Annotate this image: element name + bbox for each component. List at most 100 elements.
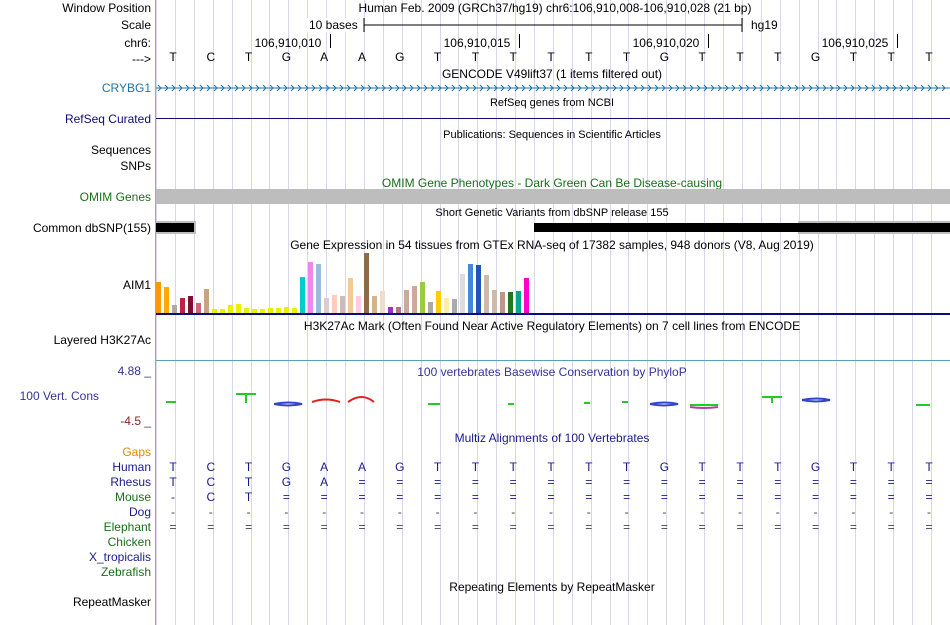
ruler-tick-label: 106,910,025 <box>821 36 889 50</box>
refseq-gene-line[interactable] <box>156 118 950 119</box>
gtex-tissue-bar[interactable] <box>292 308 297 313</box>
gtex-tissue-bar[interactable] <box>196 303 201 313</box>
gtex-expression-chart[interactable] <box>156 253 536 313</box>
assembly-position: Human Feb. 2009 (GRCh37/hg19) chr6:106,9… <box>358 1 752 15</box>
gtex-tissue-bar[interactable] <box>428 302 433 313</box>
gtex-tissue-bar[interactable] <box>244 308 249 313</box>
strand-chevron <box>864 84 869 92</box>
gtex-tissue-bar[interactable] <box>332 295 337 313</box>
alignment-base: = <box>660 490 668 504</box>
gtex-tissue-bar[interactable] <box>340 296 345 313</box>
gtex-tissue-bar[interactable] <box>364 253 369 313</box>
strand-chevron <box>353 84 358 92</box>
gtex-tissue-bar[interactable] <box>388 307 393 313</box>
dbsnp-variant[interactable] <box>156 223 194 232</box>
gtex-tissue-bar[interactable] <box>172 305 177 313</box>
strand-chevron <box>885 84 890 92</box>
phylop-max-label: 4.88 _ <box>117 364 151 378</box>
species-label[interactable]: X_tropicalis <box>88 550 151 564</box>
species-label[interactable]: Chicken <box>107 535 151 549</box>
gtex-tissue-bar[interactable] <box>276 308 281 313</box>
phylop-conservation-graph[interactable] <box>156 390 950 414</box>
gtex-tissue-bar[interactable] <box>348 278 353 313</box>
gtex-tissue-bar[interactable] <box>500 292 505 313</box>
gtex-tissue-bar[interactable] <box>380 291 385 313</box>
gtex-tissue-bar[interactable] <box>508 292 513 313</box>
alignment-base: = <box>849 490 857 504</box>
gtex-tissue-bar[interactable] <box>484 275 489 313</box>
alignment-base: G <box>810 460 821 474</box>
gtex-tissue-bar[interactable] <box>420 282 425 313</box>
gtex-tissue-bar[interactable] <box>396 307 401 313</box>
h3k27ac-signal-line[interactable] <box>156 360 950 361</box>
gtex-tissue-bar[interactable] <box>300 277 305 313</box>
gtex-tissue-bar[interactable] <box>212 309 217 313</box>
snps-label[interactable]: SNPs <box>120 159 151 173</box>
gtex-label[interactable]: AIM1 <box>122 278 151 292</box>
gtex-tissue-bar[interactable] <box>252 309 257 313</box>
omim-label[interactable]: OMIM Genes <box>79 190 151 204</box>
gtex-tissue-bar[interactable] <box>404 290 409 313</box>
gaps-label[interactable]: Gaps <box>122 445 151 459</box>
gtex-tissue-bar[interactable] <box>516 291 521 313</box>
omim-gene-band[interactable] <box>156 189 950 204</box>
species-label[interactable]: Rhesus <box>110 475 151 489</box>
refseq-label[interactable]: RefSeq Curated <box>64 112 151 126</box>
alignment-base: = <box>245 520 253 534</box>
crybg1-gene-track[interactable] <box>156 82 950 94</box>
strand-chevron <box>535 84 540 92</box>
gtex-tissue-bar[interactable] <box>460 274 465 313</box>
gtex-tissue-bar[interactable] <box>436 291 441 313</box>
alignment-base: - <box>586 505 591 519</box>
strand-chevron <box>395 84 400 92</box>
gtex-tissue-bar[interactable] <box>468 264 473 313</box>
gtex-tissue-bar[interactable] <box>180 298 185 313</box>
alignment-base: = <box>887 475 895 489</box>
gtex-tissue-bar[interactable] <box>156 282 161 313</box>
gtex-tissue-bar[interactable] <box>444 298 449 313</box>
gtex-tissue-bar[interactable] <box>204 289 209 313</box>
gtex-tissue-bar[interactable] <box>524 278 529 313</box>
alignment-base: = <box>849 520 857 534</box>
sequences-label[interactable]: Sequences <box>90 143 151 157</box>
dbsnp-label[interactable]: Common dbSNP(155) <box>32 221 151 235</box>
gtex-tissue-bar[interactable] <box>492 290 497 313</box>
alignment-base: T <box>433 460 442 474</box>
gtex-tissue-bar[interactable] <box>452 299 457 313</box>
repeatmasker-label[interactable]: RepeatMasker <box>72 595 151 609</box>
strand-label: ---> <box>132 52 151 66</box>
gtex-tissue-bar[interactable] <box>284 307 289 313</box>
gtex-tissue-bar[interactable] <box>476 265 481 313</box>
strand-chevron <box>619 84 624 92</box>
dna-base: G <box>659 50 670 64</box>
species-label[interactable]: Human <box>112 460 151 474</box>
gtex-tissue-bar[interactable] <box>324 298 329 313</box>
gtex-tissue-bar[interactable] <box>164 287 169 313</box>
gtex-tissue-bar[interactable] <box>316 264 321 313</box>
crybg1-label[interactable]: CRYBG1 <box>101 81 151 95</box>
species-label[interactable]: Elephant <box>103 520 151 534</box>
strand-chevron <box>773 84 778 92</box>
gtex-tissue-bar[interactable] <box>236 304 241 313</box>
dbsnp-variant[interactable] <box>534 223 950 232</box>
gridline <box>799 0 800 625</box>
gtex-tissue-bar[interactable] <box>228 305 233 313</box>
gridline <box>307 0 308 625</box>
gtex-tissue-bar[interactable] <box>372 296 377 313</box>
alignment-base: = <box>736 475 744 489</box>
gtex-tissue-bar[interactable] <box>356 296 361 313</box>
strand-chevron <box>465 84 470 92</box>
gtex-tissue-bar[interactable] <box>268 308 273 313</box>
species-label[interactable]: Dog <box>128 505 151 519</box>
gtex-tissue-bar[interactable] <box>260 309 265 313</box>
gtex-tissue-bar[interactable] <box>308 262 313 313</box>
species-label[interactable]: Zebrafish <box>100 565 151 579</box>
species-label[interactable]: Mouse <box>114 490 151 504</box>
gtex-tissue-bar[interactable] <box>188 296 193 313</box>
alignment-base: A <box>320 475 329 489</box>
h3k27ac-label[interactable]: Layered H3K27Ac <box>53 333 151 347</box>
phylop-label[interactable]: 100 Vert. Cons <box>19 389 99 403</box>
gtex-tissue-bar[interactable] <box>412 286 417 313</box>
gtex-tissue-bar[interactable] <box>220 309 225 313</box>
gridline <box>628 0 629 625</box>
